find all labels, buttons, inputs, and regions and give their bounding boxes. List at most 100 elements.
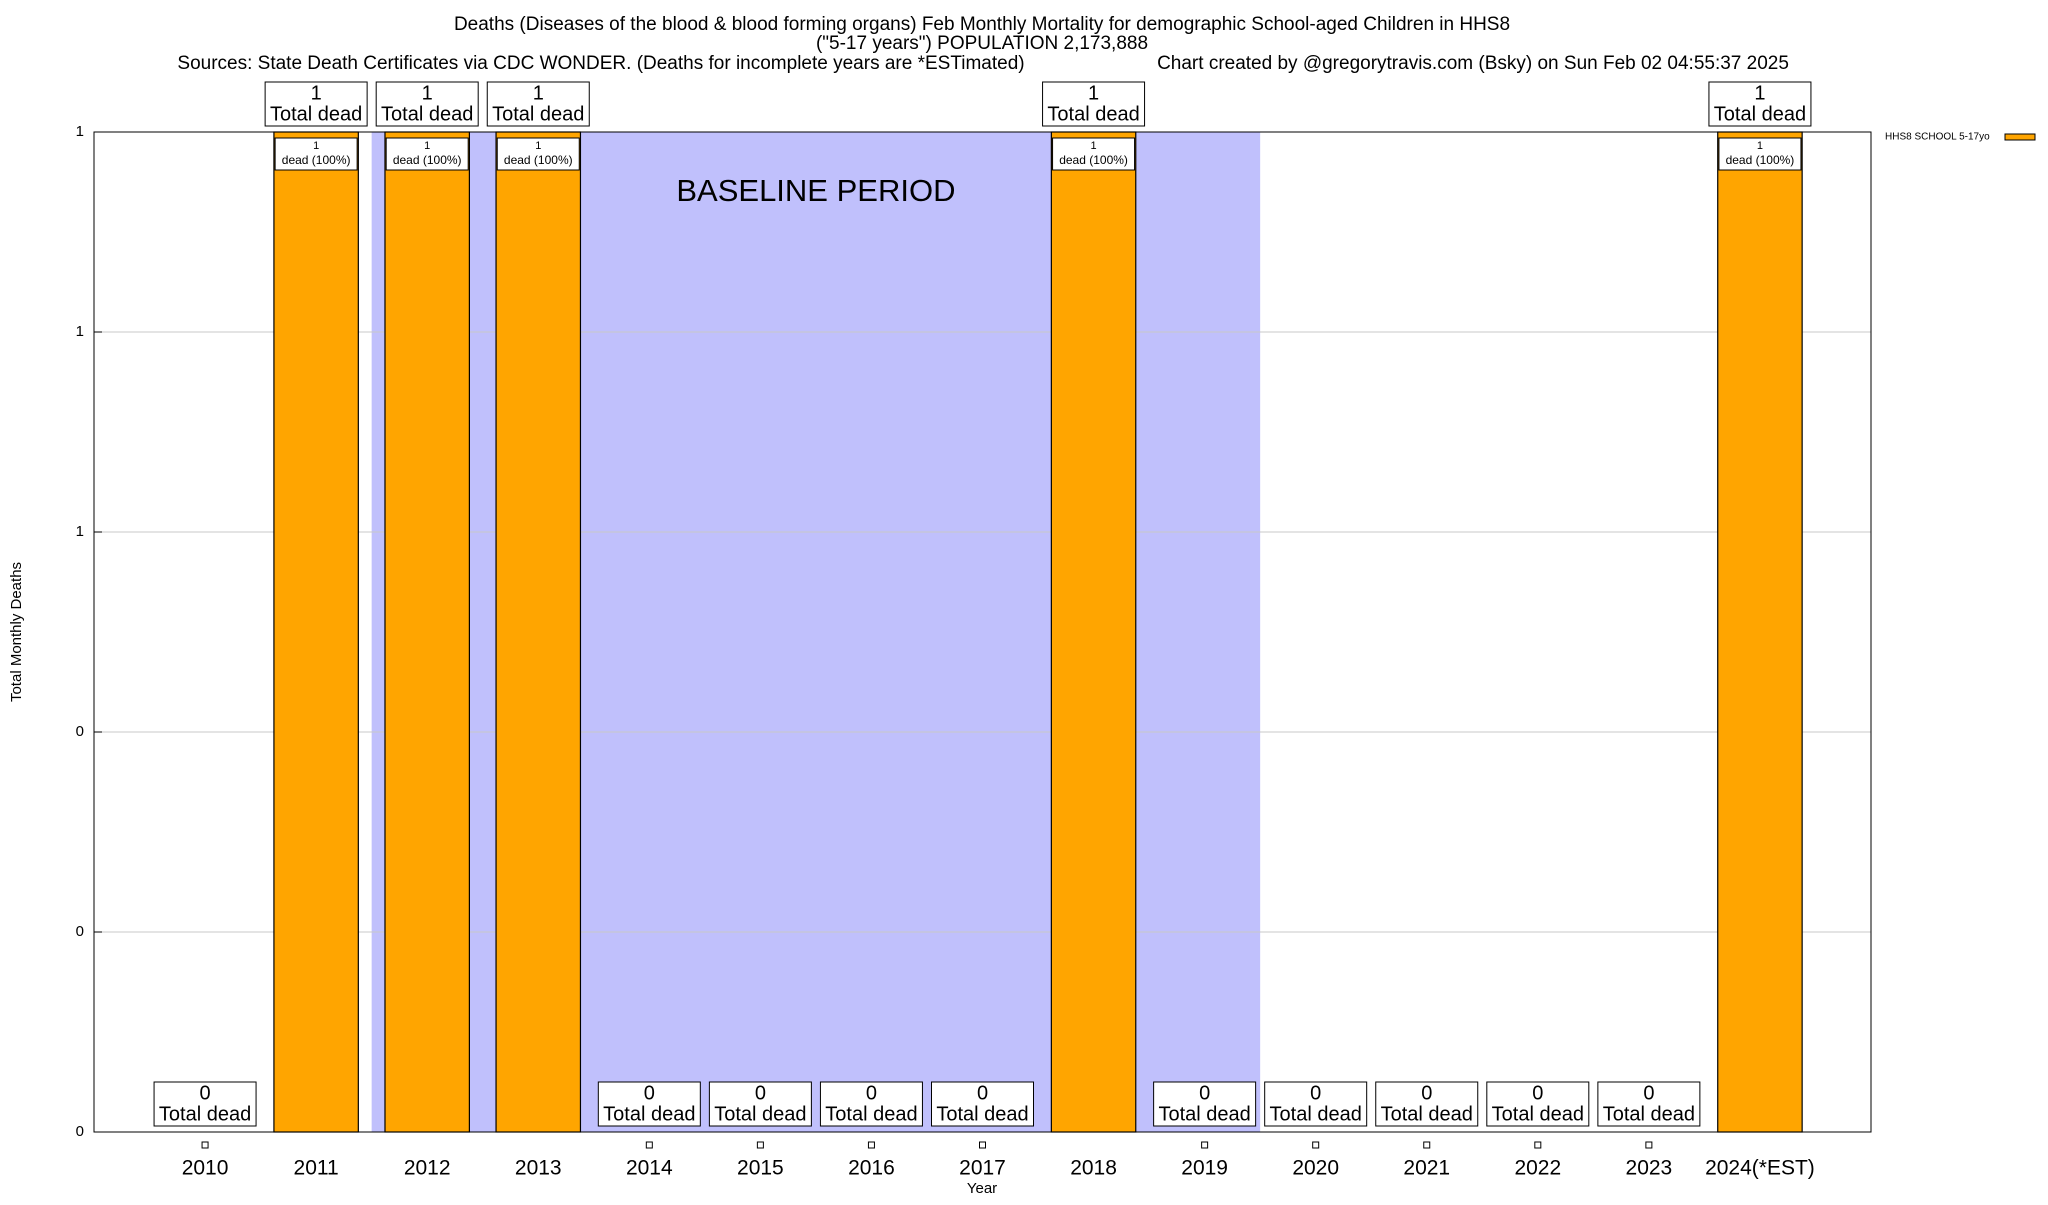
share-value: 1: [1091, 140, 1097, 152]
bar: [1423, 1141, 1431, 1149]
top-label-value: 1: [1088, 82, 1099, 104]
share-box: [274, 137, 358, 171]
share-value: 1: [424, 140, 430, 152]
bottom-label-value: 0: [866, 1082, 877, 1104]
bar: [1201, 1141, 1209, 1149]
chart-subtitle: ("5-17 years") POPULATION 2,173,888: [816, 33, 1148, 54]
y-tick-label: 0: [76, 723, 84, 740]
bottom-label-box: [1153, 1081, 1257, 1127]
share-value: 1: [535, 140, 541, 152]
bottom-label-box: [931, 1081, 1034, 1127]
x-tick-label: 2019: [1181, 1157, 1228, 1180]
x-tick-label: 2020: [1292, 1157, 1339, 1180]
bottom-label-value: 0: [755, 1082, 766, 1104]
y-tick-label: 0: [76, 923, 84, 940]
bottom-label-value: 0: [1532, 1082, 1543, 1104]
chart-title: Deaths (Diseases of the blood & blood fo…: [454, 14, 1510, 35]
x-tick-label: 2024(*EST): [1705, 1157, 1815, 1180]
bottom-label-value: 0: [1199, 1082, 1210, 1104]
bottom-label-value: 0: [1643, 1082, 1654, 1104]
share-box: [1718, 137, 1802, 171]
bar: [1645, 1141, 1653, 1149]
x-tick-label: 2022: [1514, 1157, 1561, 1180]
share-label: dead (100%): [504, 153, 573, 167]
bottom-label-caption: Total dead: [1492, 1103, 1584, 1125]
top-label-caption: Total dead: [492, 103, 584, 125]
bottom-label-caption: Total dead: [1158, 1103, 1250, 1125]
x-tick-label: 2012: [404, 1157, 451, 1180]
top-label-box: [1042, 81, 1146, 127]
bar: [384, 131, 470, 1133]
x-tick-label: 2018: [1070, 1157, 1117, 1180]
top-label-box: [375, 81, 479, 127]
share-value: 1: [313, 140, 319, 152]
x-tick-label: 2015: [737, 1157, 784, 1180]
bar: [1717, 131, 1803, 1133]
x-axis-title: Year: [967, 1180, 997, 1197]
bar: [273, 131, 359, 1133]
x-tick-label: 2017: [959, 1157, 1006, 1180]
bottom-label-caption: Total dead: [1381, 1103, 1473, 1125]
top-label-box: [486, 81, 590, 127]
bottom-label-box: [708, 1081, 812, 1127]
bottom-label-box: [1375, 1081, 1479, 1127]
bottom-label-caption: Total dead: [714, 1103, 806, 1125]
x-tick-label: 2014: [626, 1157, 673, 1180]
y-tick-label: 0: [76, 1123, 84, 1140]
bottom-label-box: [1264, 1081, 1368, 1127]
bottom-label-caption: Total dead: [603, 1103, 695, 1125]
share-box: [385, 137, 469, 171]
x-tick-label: 2016: [848, 1157, 895, 1180]
share-label: dead (100%): [393, 153, 462, 167]
y-tick-label: 1: [76, 123, 84, 140]
bottom-label-caption: Total dead: [825, 1103, 917, 1125]
bar: [867, 1141, 875, 1149]
bottom-label-value: 0: [644, 1082, 655, 1104]
top-label-value: 1: [422, 82, 433, 104]
share-label: dead (100%): [282, 153, 351, 167]
y-tick-label: 1: [76, 523, 84, 540]
bottom-label-caption: Total dead: [1270, 1103, 1362, 1125]
x-tick-label: 2021: [1403, 1157, 1450, 1180]
share-label: dead (100%): [1059, 153, 1128, 167]
bottom-label-caption: Total dead: [159, 1103, 251, 1125]
y-tick-label: 1: [76, 323, 84, 340]
share-value: 1: [1757, 140, 1763, 152]
legend-swatch: [2004, 133, 2036, 141]
bar: [979, 1141, 986, 1149]
x-tick-label: 2023: [1626, 1157, 1673, 1180]
baseline-label: BASELINE PERIOD: [676, 173, 955, 208]
credit: Chart created by @gregorytravis.com (Bsk…: [1157, 53, 1789, 74]
top-label-caption: Total dead: [1714, 103, 1806, 125]
bar: [495, 131, 582, 1133]
bottom-label-box: [1486, 1081, 1590, 1127]
bar: [1050, 131, 1137, 1133]
bar: [645, 1141, 653, 1149]
top-label-caption: Total dead: [381, 103, 473, 125]
bottom-label-box: [597, 1081, 701, 1127]
sources: Sources: State Death Certificates via CD…: [177, 53, 1024, 74]
top-label-caption: Total dead: [1047, 103, 1139, 125]
plot-frame: [93, 131, 1872, 1133]
share-label: dead (100%): [1726, 153, 1795, 167]
bottom-label-value: 0: [977, 1082, 988, 1104]
bottom-label-box: [153, 1081, 257, 1127]
bottom-label-box: [1597, 1081, 1701, 1127]
bar: [756, 1141, 764, 1149]
bar: [1534, 1141, 1542, 1149]
bar: [201, 1141, 209, 1149]
bottom-label-caption: Total dead: [936, 1103, 1028, 1125]
bottom-label-value: 0: [200, 1082, 211, 1104]
bottom-label-caption: Total dead: [1603, 1103, 1695, 1125]
top-label-caption: Total dead: [270, 103, 362, 125]
top-label-box: [264, 81, 368, 127]
x-tick-label: 2010: [182, 1157, 229, 1180]
bar: [1312, 1141, 1320, 1149]
y-axis-title: Total Monthly Deaths: [8, 562, 25, 702]
bottom-label-box: [819, 1081, 923, 1127]
top-label-value: 1: [311, 82, 322, 104]
x-tick-label: 2011: [294, 1157, 339, 1180]
legend-label: HHS8 SCHOOL 5-17yo: [1885, 132, 1990, 143]
top-label-value: 1: [1754, 82, 1765, 104]
